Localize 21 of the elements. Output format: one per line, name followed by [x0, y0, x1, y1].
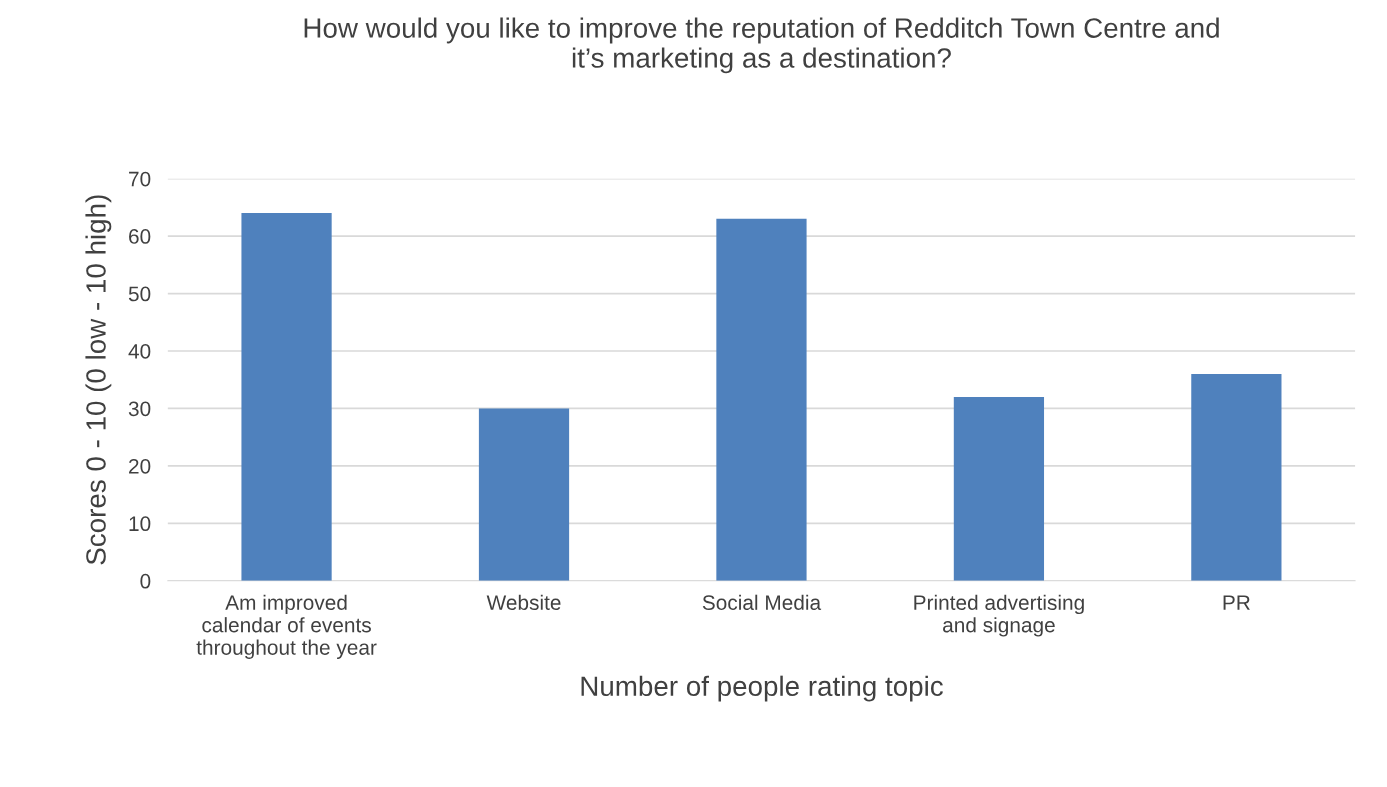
y-tick-label: 50: [128, 286, 151, 302]
x-tick-label: Printed advertising and signage: [914, 594, 1084, 637]
y-axis-title: Scores 0 - 10 (0 low - 10 high): [85, 195, 112, 565]
y-tick-label: 10: [129, 516, 151, 532]
bar: [716, 218, 807, 581]
bar: [478, 408, 570, 581]
bar: [1191, 373, 1282, 581]
x-tick-label: PR: [1223, 595, 1250, 610]
x-tick-label: Am improved calendar of events throughout the year: [196, 594, 377, 659]
y-tick-label: 20: [129, 458, 151, 474]
bar: [953, 396, 1045, 581]
chart-title: How would you like to improve the reputation of Redditch Town Centre and it’s marketing as a destination?: [304, 17, 1219, 74]
y-tick-label: 40: [128, 344, 151, 359]
y-tick-label: 60: [129, 229, 151, 244]
y-tick-label: 0: [140, 573, 151, 589]
x-tick-label: Website: [486, 594, 561, 610]
bar: [241, 213, 332, 581]
y-tick-label: 30: [128, 401, 151, 417]
x-axis-title: Number of people rating topic: [581, 675, 943, 702]
x-tick-label: Social Media: [702, 594, 822, 610]
y-tick-label: 70: [129, 171, 151, 187]
